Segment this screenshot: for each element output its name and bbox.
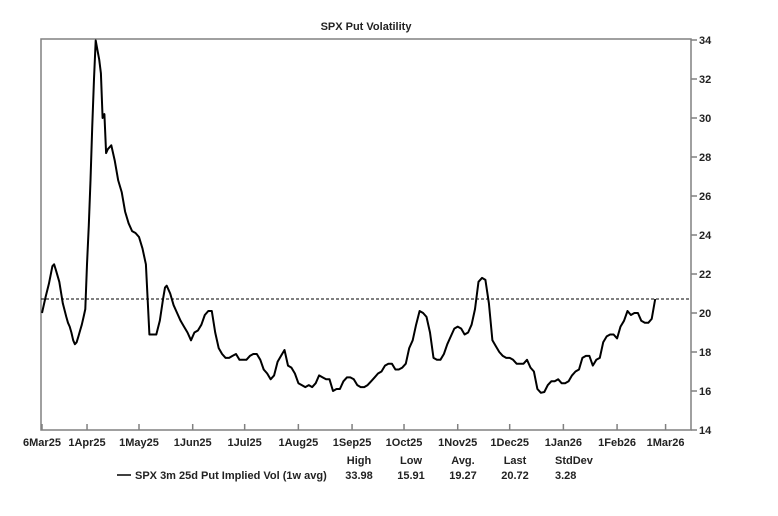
x-tick-label: 1Oct25 <box>386 437 423 449</box>
stat-value-low: 15.91 <box>397 470 425 482</box>
x-tick-label: 1Dec25 <box>490 437 529 449</box>
stat-value-high: 33.98 <box>345 470 373 482</box>
stat-value-last: 20.72 <box>501 470 529 482</box>
stat-header-last: Last <box>504 455 527 467</box>
stat-header-high: High <box>347 455 372 467</box>
x-tick-label: 6Mar25 <box>23 437 61 449</box>
y-axis: 14 16 18 20 22 24 26 28 30 32 34 <box>691 35 712 437</box>
legend: SPX 3m 25d Put Implied Vol (1w avg) High… <box>117 455 594 482</box>
legend-series-label: SPX 3m 25d Put Implied Vol (1w avg) <box>135 470 327 482</box>
x-axis: 6Mar25 1Apr25 1May25 1Jun25 1Jul25 1Aug25 1Sep… <box>23 424 685 449</box>
x-tick-label: 1Sep25 <box>333 437 372 449</box>
x-tick-label: 1Jan26 <box>545 437 582 449</box>
x-tick-label: 1Mar26 <box>647 437 685 449</box>
y-tick-label: 22 <box>699 269 711 281</box>
x-tick-label: 1Jun25 <box>174 437 212 449</box>
y-tick-label: 32 <box>699 74 711 86</box>
y-tick-label: 16 <box>699 386 711 398</box>
x-tick-label: 1Aug25 <box>278 437 318 449</box>
stat-header-low: Low <box>400 455 422 467</box>
y-tick-label: 34 <box>699 35 712 47</box>
series-line-spx-put-vol <box>41 39 657 394</box>
plot-frame <box>40 38 692 431</box>
chart-title: SPX Put Volatility <box>321 21 413 33</box>
stat-header-avg: Avg. <box>451 455 474 467</box>
y-tick-label: 28 <box>699 152 711 164</box>
stat-header-stddev: StdDev <box>555 455 594 467</box>
y-tick-label: 14 <box>699 425 712 437</box>
x-tick-label: 1May25 <box>119 437 159 449</box>
stat-value-avg: 19.27 <box>449 470 477 482</box>
x-tick-label: 1Apr25 <box>68 437 105 449</box>
y-tick-label: 26 <box>699 191 711 203</box>
x-tick-label: 1Nov25 <box>438 437 477 449</box>
y-tick-label: 30 <box>699 113 711 125</box>
y-tick-label: 18 <box>699 347 711 359</box>
y-tick-label: 24 <box>699 230 712 242</box>
stat-value-stddev: 3.28 <box>555 470 576 482</box>
x-tick-label: 1Jul25 <box>228 437 262 449</box>
x-tick-label: 1Feb26 <box>598 437 636 449</box>
y-tick-label: 20 <box>699 308 711 320</box>
